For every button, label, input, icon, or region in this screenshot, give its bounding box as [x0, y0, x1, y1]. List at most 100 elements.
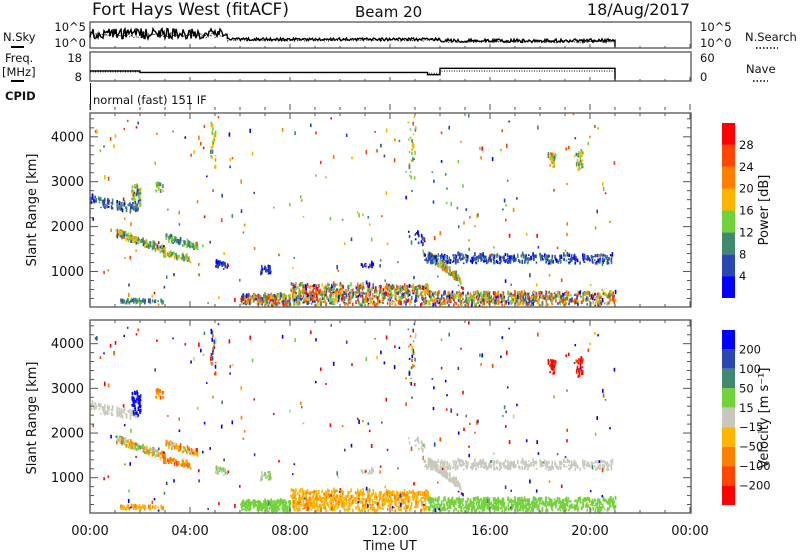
- echo-cell: [143, 298, 145, 303]
- echo-cell: [325, 496, 328, 500]
- echo-cell: [554, 293, 557, 297]
- echo-cell: [296, 507, 299, 512]
- echo-cell: [323, 295, 326, 300]
- echo-cell: [168, 445, 170, 450]
- echo-cell: [127, 203, 130, 207]
- echo-cell: [120, 414, 123, 417]
- echo-cell: [385, 128, 388, 133]
- echo-cell: [135, 442, 137, 446]
- echo-cell: [586, 296, 588, 301]
- echo-cell: [521, 290, 523, 295]
- echo-cell: [424, 292, 426, 296]
- echo-cell: [395, 494, 397, 497]
- echo-cell: [273, 299, 276, 303]
- echo-cell: [183, 461, 185, 464]
- echo-cell: [275, 295, 277, 298]
- echo-cell: [408, 235, 411, 238]
- echo-cell: [447, 259, 449, 263]
- echo-cell: [510, 283, 512, 286]
- echo-cell: [498, 255, 501, 259]
- echo-cell: [360, 295, 362, 298]
- echo-cell: [457, 251, 459, 256]
- echo-cell: [377, 300, 379, 305]
- echo-cell: [166, 440, 168, 444]
- echo-cell: [341, 294, 344, 297]
- echo-cell: [357, 295, 360, 297]
- echo-cell: [99, 149, 102, 153]
- echo-cell: [590, 302, 592, 305]
- echo-cell: [545, 300, 548, 303]
- echo-cell: [520, 254, 523, 258]
- echo-cell: [245, 303, 248, 306]
- echo-cell: [514, 257, 516, 262]
- echo-cell: [221, 261, 223, 266]
- echo-cell: [161, 456, 163, 459]
- echo-cell: [361, 302, 364, 306]
- echo-cell: [103, 205, 105, 208]
- echo-cell: [472, 255, 475, 259]
- echo-cell: [144, 245, 146, 248]
- echo-cell: [573, 300, 576, 304]
- echo-cell: [293, 298, 296, 302]
- echo-cell: [577, 168, 580, 172]
- echo-cell: [241, 501, 243, 504]
- echo-cell: [446, 506, 449, 511]
- echo-cell: [334, 489, 336, 494]
- echo-cell: [159, 389, 162, 393]
- echo-cell: [343, 496, 345, 502]
- echo-cell: [217, 263, 219, 267]
- echo-cell: [254, 501, 256, 505]
- echo-cell: [347, 289, 349, 293]
- echo-cell: [203, 124, 206, 129]
- echo-cell: [473, 300, 475, 304]
- echo-cell: [379, 289, 382, 294]
- echo-cell: [388, 289, 391, 292]
- echo-cell: [321, 498, 324, 502]
- echo-cell: [553, 161, 556, 166]
- echo-cell: [601, 288, 604, 292]
- echo-cell: [103, 406, 106, 411]
- echo-cell: [508, 507, 510, 511]
- echo-cell: [481, 294, 483, 299]
- echo-cell: [420, 494, 422, 496]
- echo-cell: [376, 496, 378, 501]
- echo-cell: [459, 296, 462, 299]
- echo-cell: [358, 496, 360, 499]
- echo-cell: [299, 282, 302, 287]
- echo-cell: [114, 134, 117, 138]
- echo-cell: [424, 504, 426, 506]
- echo-cell: [187, 243, 189, 247]
- echo-cell: [571, 297, 573, 301]
- echo-cell: [329, 291, 331, 293]
- echo-cell: [493, 303, 496, 306]
- echo-cell: [440, 255, 442, 260]
- echo-cell: [380, 496, 383, 499]
- echo-cell: [430, 295, 432, 300]
- echo-cell: [124, 438, 126, 443]
- echo-cell: [440, 160, 443, 163]
- echo-cell: [107, 407, 110, 412]
- echo-cell: [541, 258, 544, 260]
- echo-cell: [211, 149, 214, 154]
- echo-cell: [300, 496, 303, 501]
- echo-cell: [187, 449, 189, 453]
- echo-cell: [311, 501, 314, 503]
- echo-cell: [137, 191, 140, 195]
- echo-cell: [281, 293, 284, 298]
- echo-cell: [339, 281, 342, 284]
- echo-cell: [131, 398, 134, 402]
- echo-cell: [285, 296, 287, 300]
- echo-cell: [458, 299, 460, 302]
- echo-cell: [349, 293, 351, 296]
- echo-cell: [358, 292, 360, 294]
- echo-cell: [601, 261, 604, 266]
- echo-cell: [397, 300, 400, 305]
- echo-cell: [334, 292, 337, 296]
- echo-cell: [594, 507, 597, 512]
- echo-cell: [231, 214, 234, 218]
- echo-cell: [429, 506, 431, 510]
- echo-cell: [395, 292, 398, 295]
- echo-cell: [442, 293, 445, 296]
- echo-cell: [95, 199, 97, 203]
